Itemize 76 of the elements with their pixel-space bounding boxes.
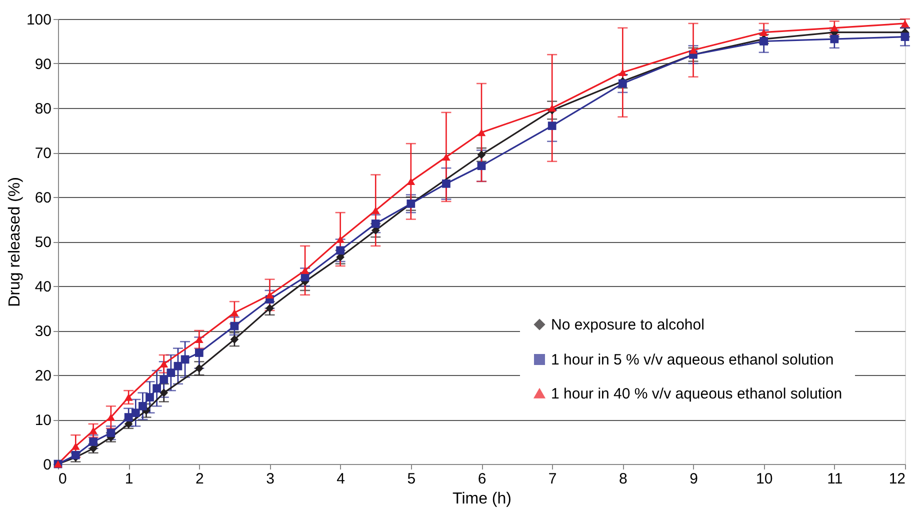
point	[371, 206, 380, 214]
point	[194, 364, 204, 373]
point	[477, 128, 486, 136]
x-tick-label: 8	[618, 470, 628, 488]
legend-label: 1 hour in 5 % v/v aqueous ethanol solution	[551, 352, 834, 368]
x-tick-label: 10	[756, 470, 773, 488]
x-tick-label: 5	[407, 470, 416, 488]
point	[230, 335, 239, 344]
legend-label: No exposure to alcohol	[551, 316, 704, 334]
point	[900, 32, 910, 41]
point	[830, 34, 839, 44]
point	[618, 68, 627, 76]
y-axis-title: Drug released (%)	[6, 177, 24, 307]
point	[106, 428, 116, 438]
point	[336, 236, 345, 243]
point	[152, 384, 161, 393]
point	[89, 427, 98, 434]
point	[442, 153, 450, 161]
point	[230, 322, 239, 330]
y-tick-label: 90	[34, 56, 52, 73]
point	[548, 104, 556, 112]
point	[160, 388, 168, 397]
point	[406, 178, 416, 186]
point	[131, 408, 140, 418]
point	[146, 393, 154, 402]
point	[124, 413, 133, 422]
y-tick-label: 40	[34, 278, 52, 296]
x-tick-label: 2	[195, 470, 204, 488]
legend-label: 1 hour in 40 % v/v aqueous ethanol solution	[551, 386, 842, 402]
point	[89, 438, 98, 446]
point	[266, 291, 274, 299]
y-tick-label: 0	[43, 456, 52, 474]
point	[371, 220, 380, 228]
y-tick-label: 80	[34, 100, 52, 118]
y-tick-label: 30	[34, 323, 52, 340]
point	[194, 348, 204, 357]
point	[124, 394, 133, 401]
y-tick-label: 10	[34, 412, 52, 429]
point	[477, 162, 486, 170]
point	[106, 414, 116, 421]
y-tick-label: 60	[34, 190, 52, 206]
point	[160, 360, 168, 368]
x-tick-label: 9	[690, 470, 698, 488]
x-tick-label: 0	[58, 470, 67, 488]
y-tick-label: 50	[34, 234, 52, 251]
point	[760, 37, 768, 46]
y-tick-label: 20	[34, 368, 52, 384]
x-tick-label: 7	[548, 470, 557, 488]
point	[760, 28, 768, 36]
point	[194, 336, 204, 344]
x-tick-label: 4	[336, 470, 346, 488]
point	[160, 375, 168, 384]
x-tick-label: 1	[124, 470, 134, 488]
point	[180, 355, 190, 364]
x-axis-title: Time (h)	[452, 490, 512, 508]
x-tick-label: 3	[266, 470, 274, 488]
point	[618, 79, 627, 88]
point	[71, 442, 80, 450]
point	[166, 368, 176, 377]
point	[71, 450, 80, 460]
point	[830, 24, 839, 32]
point	[230, 309, 239, 316]
x-tick-label: 11	[827, 470, 843, 488]
x-tick-label: 12	[888, 470, 906, 488]
point	[174, 362, 182, 370]
point	[477, 150, 486, 159]
point	[266, 304, 274, 312]
point	[336, 246, 345, 255]
y-tick-label: 100	[26, 12, 52, 28]
y-tick-label: 70	[34, 145, 52, 162]
point	[442, 179, 450, 188]
point	[300, 266, 310, 274]
point	[548, 122, 556, 130]
point	[138, 402, 147, 410]
point	[689, 46, 698, 54]
x-tick-label: 6	[478, 470, 486, 488]
